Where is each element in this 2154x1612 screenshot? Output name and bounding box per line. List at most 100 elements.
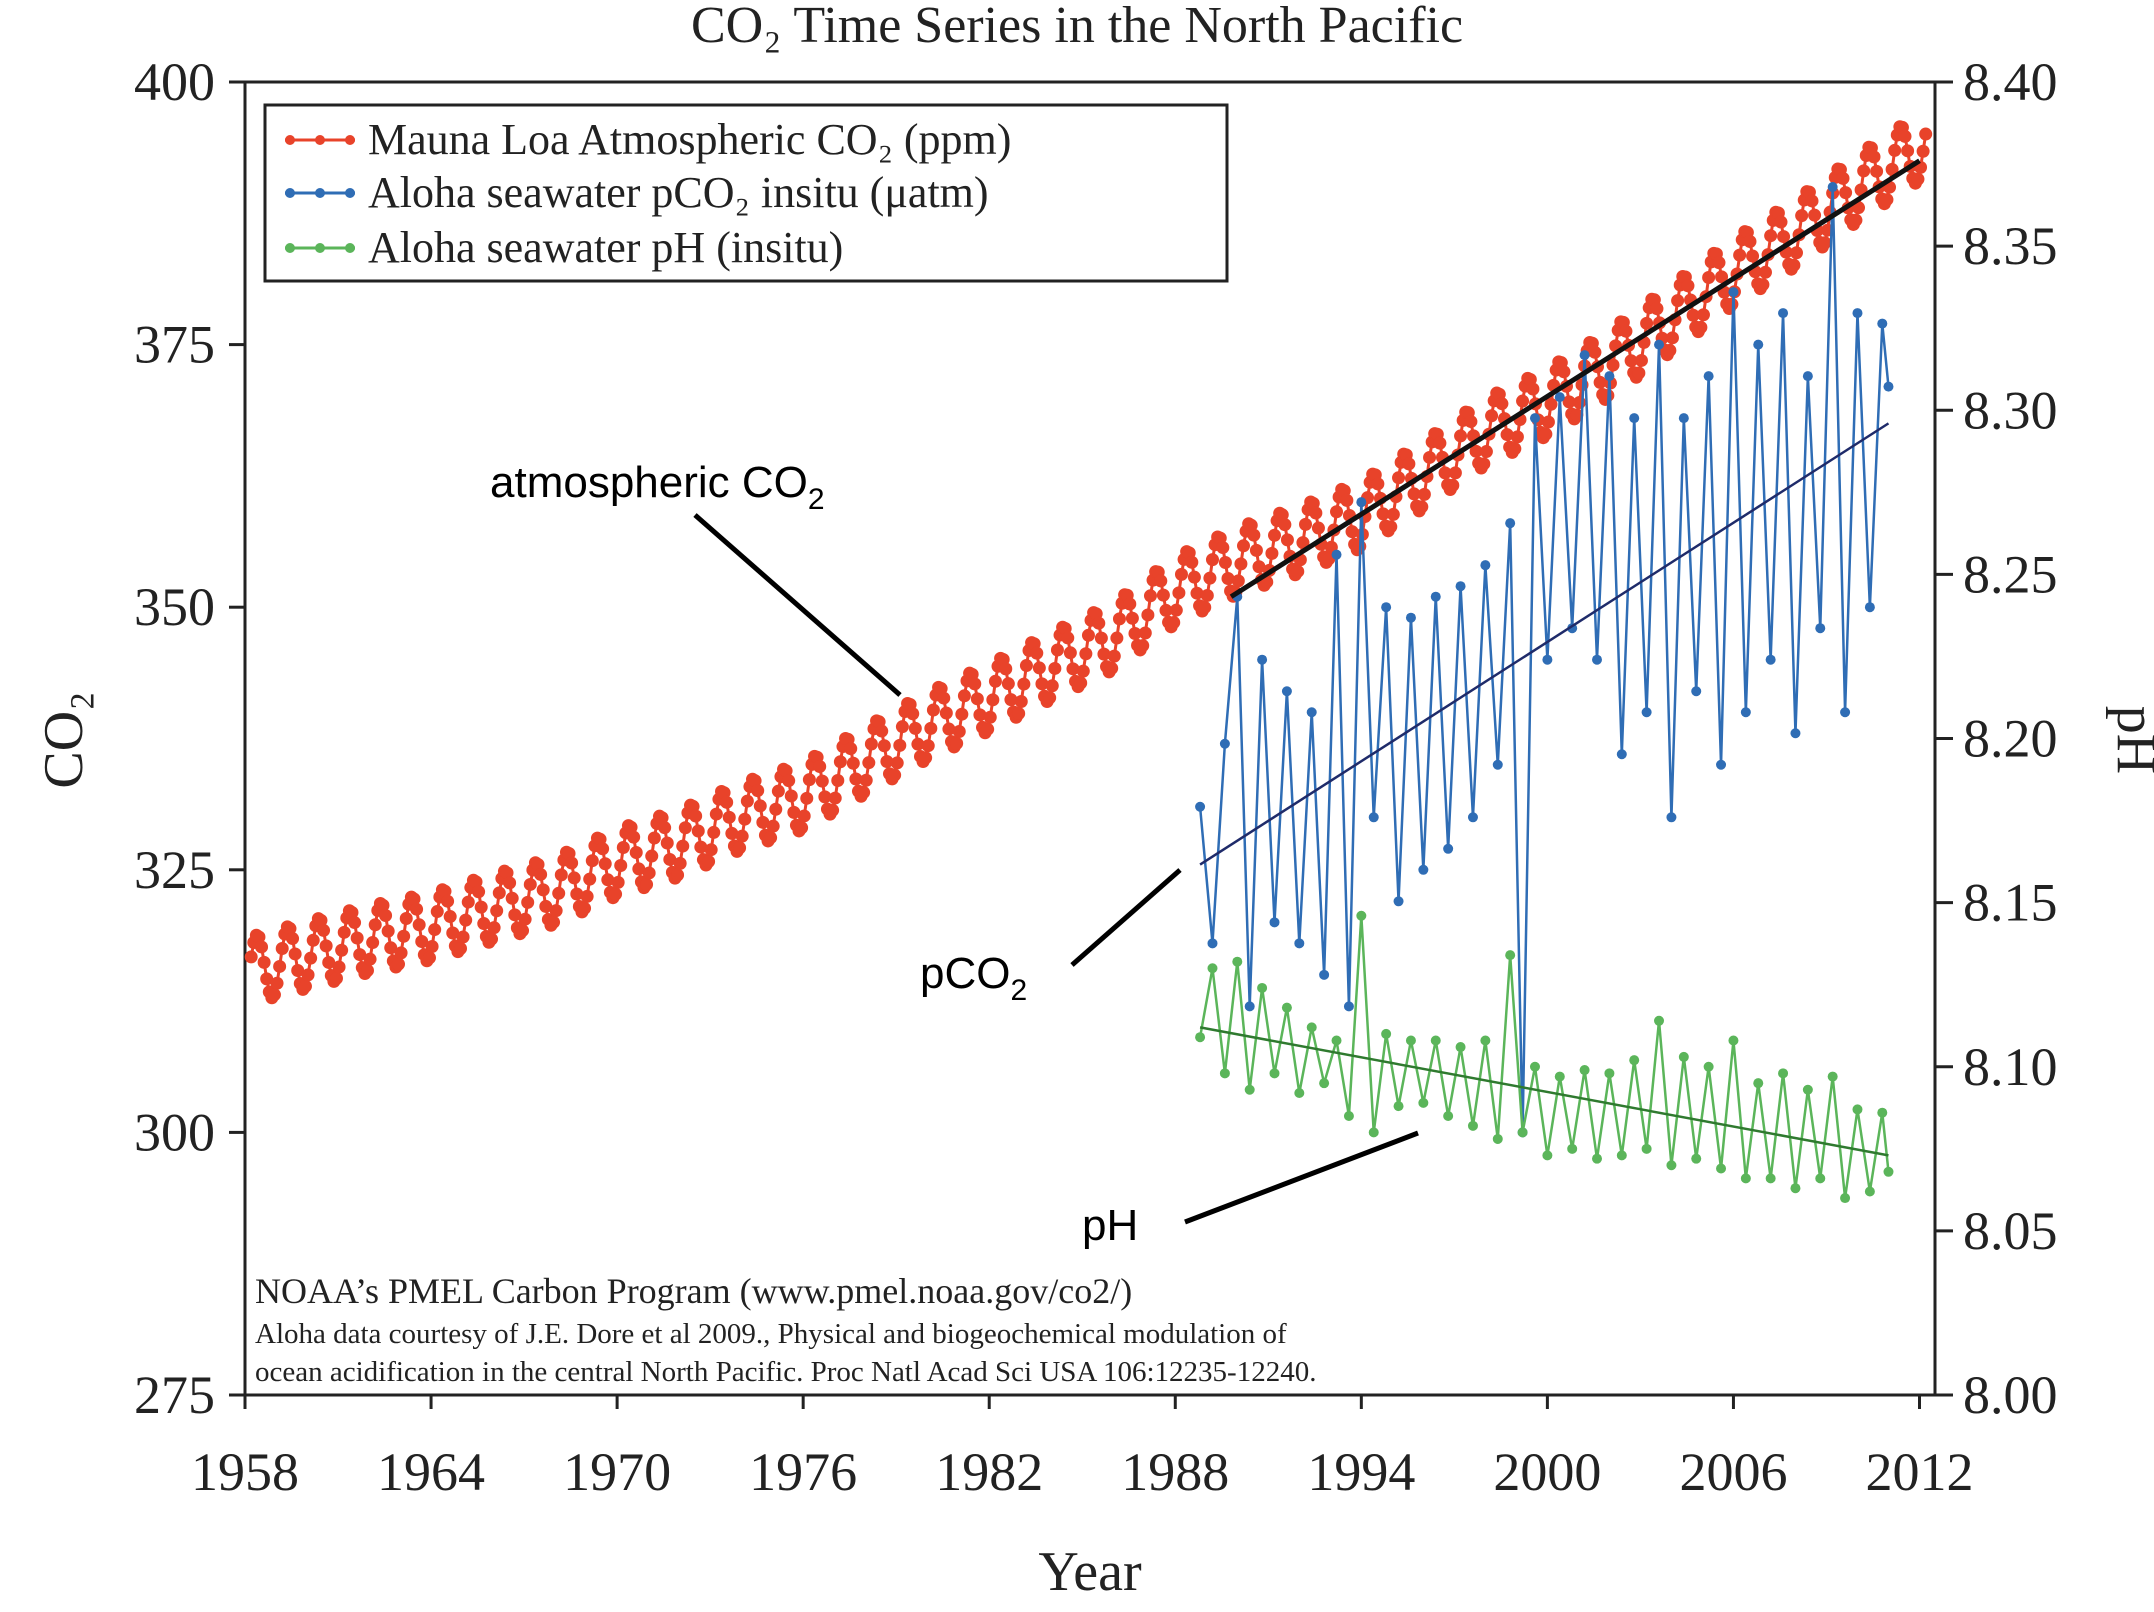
mauna-loa-point (751, 784, 765, 798)
mauna-loa-point (725, 826, 739, 840)
mauna-loa-point (1200, 588, 1214, 602)
mauna-loa-point (813, 759, 827, 773)
mauna-loa-point (658, 821, 672, 835)
mauna-loa-point (1557, 365, 1571, 379)
mauna-loa-point (611, 875, 625, 889)
ph-point (1393, 1101, 1404, 1112)
mauna-loa-point (257, 955, 271, 969)
mauna-loa-point (1252, 560, 1266, 574)
mauna-loa-point (1063, 646, 1077, 660)
mauna-loa-point (1870, 164, 1884, 178)
mauna-loa-point (1004, 693, 1018, 707)
pco2-point (1467, 812, 1478, 823)
mauna-loa-point (446, 926, 460, 940)
mauna-loa-point (875, 724, 889, 738)
mauna-loa-point (999, 662, 1013, 676)
mauna-loa-point (911, 737, 925, 751)
mauna-loa-point (391, 957, 405, 971)
mauna-loa-point (694, 840, 708, 854)
mauna-loa-point (505, 891, 519, 905)
y-right-tick-label: 8.10 (1963, 1037, 2058, 1097)
ph-point (1517, 1127, 1528, 1138)
annotation-atmospheric-co2: atmospheric CO2 (490, 458, 902, 697)
mauna-loa-point (298, 979, 312, 993)
mauna-loa-point (397, 929, 411, 943)
mauna-loa-point (407, 892, 421, 906)
pco2-point (1604, 371, 1615, 382)
mauna-loa-point (314, 913, 328, 927)
annotation-ph: pH (1082, 1130, 1419, 1250)
ph-point (1195, 1032, 1206, 1043)
mauna-loa-point (598, 857, 612, 871)
pco2-point (1765, 654, 1776, 665)
mauna-loa-point (1694, 320, 1708, 334)
ph-point (1207, 963, 1218, 974)
y-left-tick-label: 325 (134, 840, 215, 900)
mauna-loa-point (335, 943, 349, 957)
mauna-loa-point (738, 812, 752, 826)
mauna-loa-point (399, 911, 413, 925)
mauna-loa-point (1417, 487, 1431, 501)
mauna-loa-point (1448, 466, 1462, 480)
pco2-point (1480, 560, 1491, 571)
mauna-loa-point (1275, 508, 1289, 522)
mauna-loa-point (260, 972, 274, 986)
mauna-loa-point (1888, 143, 1902, 157)
mauna-loa-point (1236, 539, 1250, 553)
x-tick-label: 2012 (1865, 1442, 1973, 1502)
mauna-loa-point (1174, 567, 1188, 581)
legend-label-pco2: Aloha seawater pCO₂ insitu (μatm) (368, 168, 989, 217)
mauna-loa-point (1479, 445, 1493, 459)
x-tick-label: 1976 (749, 1442, 857, 1502)
mauna-loa-point (1249, 543, 1263, 557)
ph-point (1740, 1173, 1751, 1184)
mauna-loa-point (329, 971, 343, 985)
mauna-loa-point (1043, 691, 1057, 705)
ph-point (1529, 1061, 1540, 1072)
pco2-point (1703, 371, 1714, 382)
pco2-point (1616, 749, 1627, 760)
aloha-ph-series (1195, 910, 1894, 1204)
mauna-loa-point (1562, 395, 1576, 409)
mauna-loa-point (474, 900, 488, 914)
mauna-loa-point (645, 849, 659, 863)
mauna-loa-point (1048, 661, 1062, 675)
mauna-loa-point (539, 899, 553, 913)
mauna-loa-point (1570, 408, 1584, 422)
mauna-loa-point (1110, 631, 1124, 645)
ph-point (1765, 1173, 1776, 1184)
mauna-loa-point (849, 772, 863, 786)
mauna-loa-point (877, 739, 891, 753)
mauna-loa-point (252, 930, 266, 944)
annotation-pco2-label: pCO2 (920, 949, 1027, 1007)
mauna-loa-point (627, 830, 641, 844)
mauna-loa-point (888, 768, 902, 782)
pco2-point (1877, 318, 1888, 329)
mauna-loa-point (893, 738, 907, 752)
mauna-loa-point (516, 924, 530, 938)
mauna-loa-point (1125, 611, 1139, 625)
mauna-loa-point (1650, 302, 1664, 316)
ph-point (1319, 1078, 1330, 1089)
ph-point (1852, 1104, 1863, 1115)
mauna-loa-point (973, 708, 987, 722)
pco2-point (1207, 938, 1218, 949)
ph-point (1592, 1153, 1602, 1164)
mauna-loa-point (1105, 661, 1119, 675)
y-right-tick-label: 8.25 (1963, 544, 2058, 604)
ph-point (1405, 1035, 1416, 1046)
mauna-loa-point (795, 821, 809, 835)
mauna-loa-point (919, 751, 933, 765)
mauna-loa-point (1898, 129, 1912, 143)
ph-point (1753, 1078, 1764, 1089)
mauna-loa-point (1280, 533, 1294, 547)
mauna-loa-point (1092, 616, 1106, 630)
mauna-loa-point (1159, 603, 1173, 617)
mauna-loa-point (1686, 308, 1700, 322)
x-tick-label: 1970 (563, 1442, 671, 1502)
mauna-loa-point (459, 913, 473, 927)
mauna-loa-point (384, 941, 398, 955)
mauna-loa-point (1911, 172, 1925, 186)
mauna-loa-point (583, 872, 597, 886)
legend-box (263, 103, 1229, 283)
